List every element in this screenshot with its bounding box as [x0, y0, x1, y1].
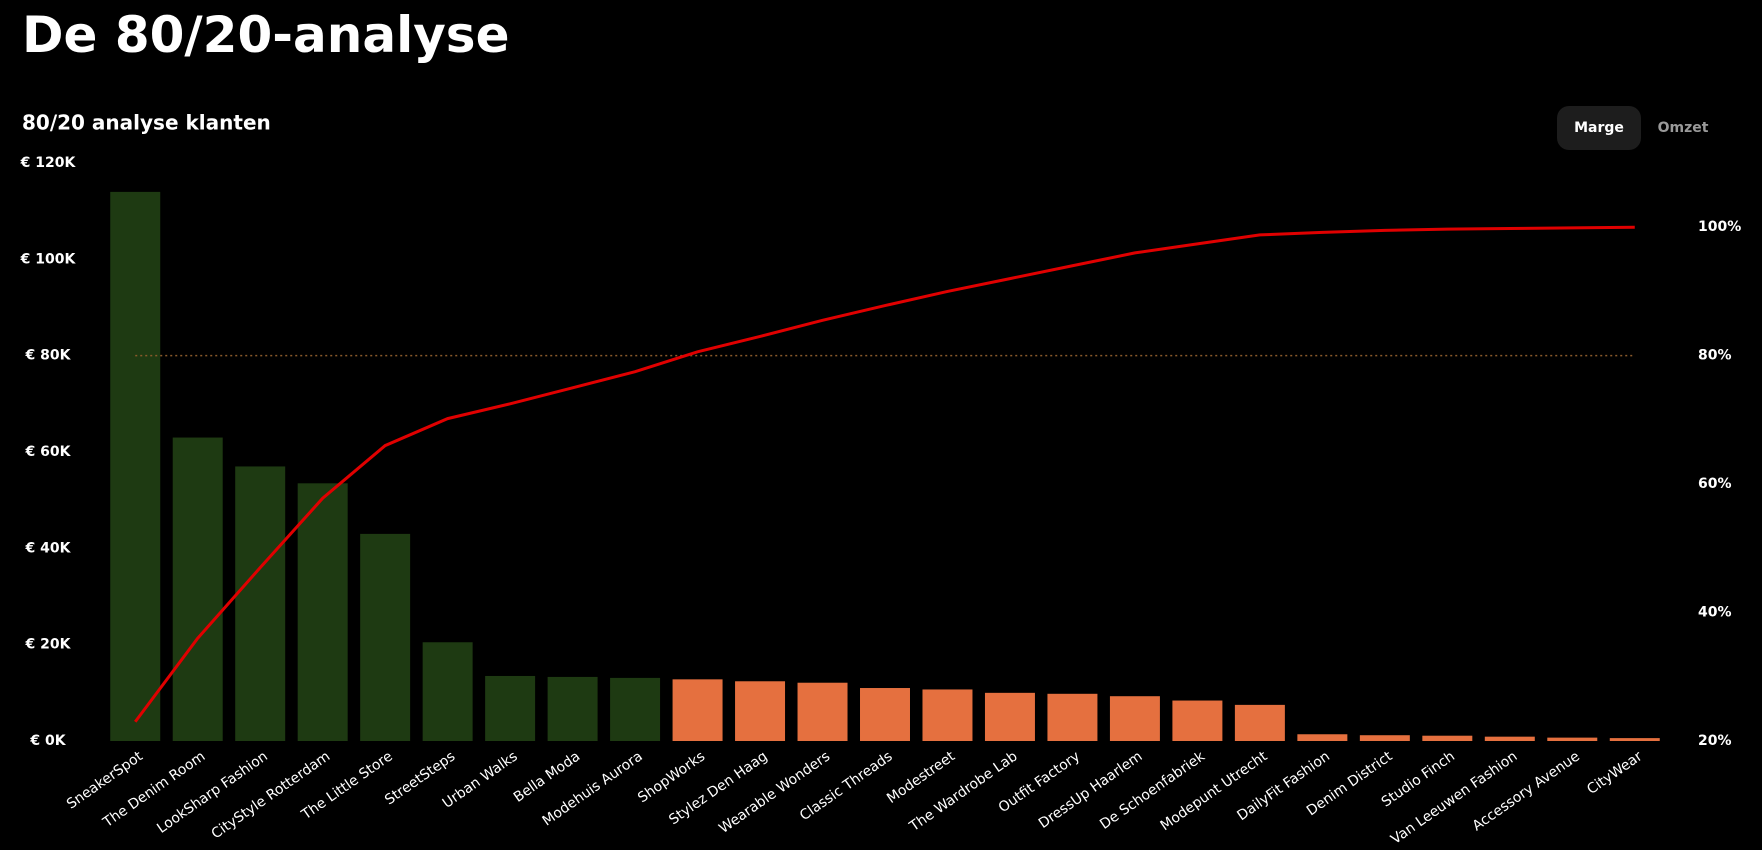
y-tick-label: € 40K [25, 540, 72, 556]
y2-tick-label: 60% [1698, 476, 1732, 492]
x-tick-label: The Wardrobe Lab [906, 748, 1021, 835]
x-tick-label: De Schoenfabriek [1097, 748, 1209, 833]
bar [1359, 735, 1410, 741]
bar [172, 437, 223, 741]
bar [1422, 735, 1473, 741]
bar [422, 642, 473, 741]
bar [1172, 700, 1223, 741]
y-tick-label: € 0K [29, 733, 66, 749]
bar [672, 679, 723, 741]
page-title: De 80/20-analyse [22, 6, 510, 64]
x-tick-label: DressUp Haarlem [1036, 748, 1146, 831]
bar [485, 675, 536, 741]
x-tick-label: Accessory Avenue [1470, 748, 1583, 834]
y2-tick-label: 80% [1698, 348, 1732, 364]
bar [235, 466, 286, 741]
y2-tick-label: 20% [1698, 733, 1732, 749]
y2-tick-label: 100% [1698, 219, 1741, 235]
bar [1609, 738, 1660, 741]
toggle-option[interactable]: Marge [1557, 106, 1641, 150]
bar [1297, 734, 1348, 741]
bar [110, 191, 161, 741]
bar [297, 483, 348, 741]
cumulative-line [134, 225, 1635, 723]
bar [984, 692, 1035, 741]
bar [735, 681, 786, 741]
bar [922, 689, 973, 741]
x-tick-label: LookSharp Fashion [154, 748, 271, 836]
y2-tick-label: 40% [1698, 605, 1732, 621]
y-tick-label: € 100K [20, 251, 77, 267]
y-tick-label: € 80K [25, 348, 72, 364]
bar [1109, 696, 1160, 741]
chart-title: 80/20 analyse klanten [22, 111, 271, 135]
bar [1234, 704, 1285, 741]
bar [360, 533, 411, 741]
x-tick-label: Modepunt Utrecht [1158, 748, 1271, 834]
bar [1047, 693, 1098, 741]
y-tick-label: € 120K [20, 155, 77, 171]
x-tick-label: CityWear [1584, 748, 1645, 798]
toggle-option[interactable]: Omzet [1657, 120, 1709, 136]
bar [860, 688, 910, 741]
y-tick-label: € 20K [25, 637, 72, 653]
x-tick-label: Wearable Wonders [716, 748, 833, 836]
y-tick-label: € 60K [25, 444, 72, 460]
bar [1547, 737, 1598, 741]
metric-toggle: Marge Omzet [1557, 106, 1725, 150]
bar [547, 676, 598, 741]
bar [797, 682, 848, 741]
bar [610, 677, 661, 741]
x-tick-label: CityStyle Rotterdam [209, 748, 334, 842]
x-tick-label: The Denim Room [100, 748, 209, 831]
bar [1484, 736, 1535, 741]
